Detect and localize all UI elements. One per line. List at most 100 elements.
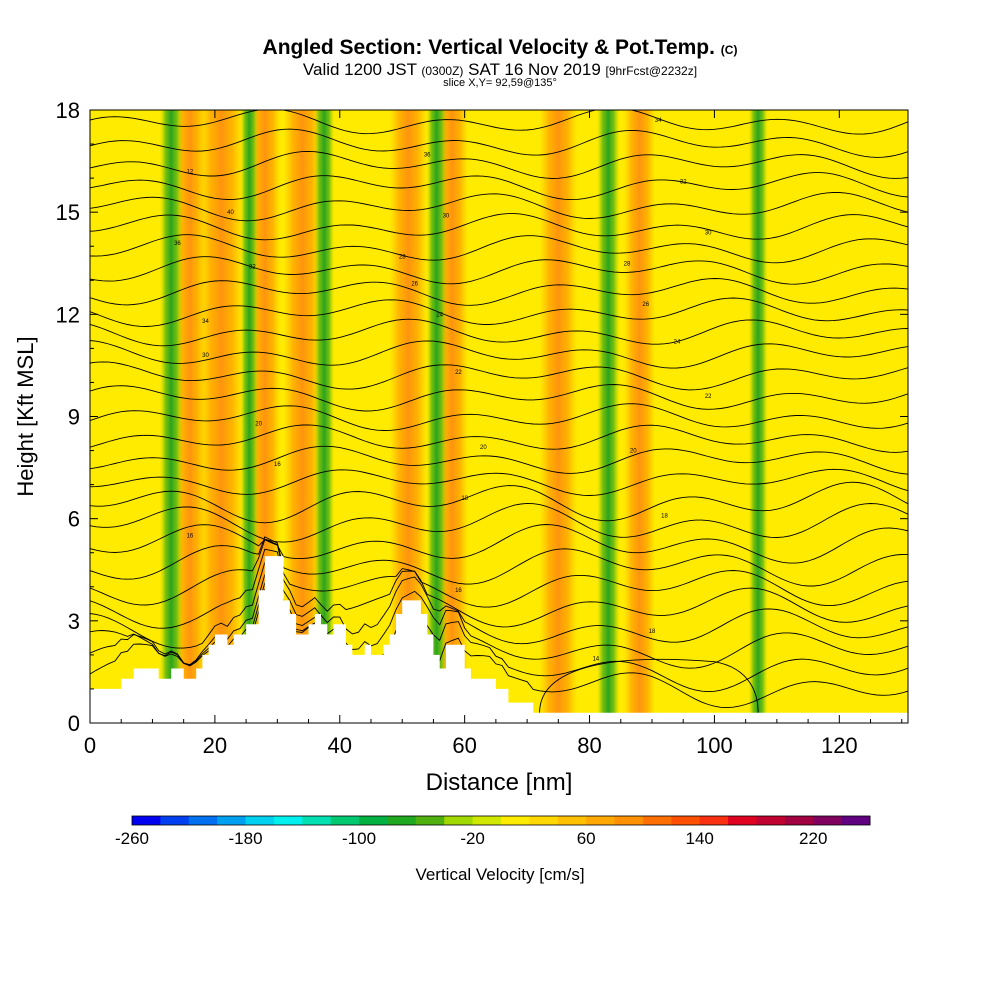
contour-label: 16 <box>274 462 281 468</box>
colorbar-swatch <box>359 816 388 825</box>
isentrope-contour <box>90 128 908 158</box>
x-axis-label: Distance [nm] <box>426 769 573 796</box>
colorbar-tick-label: -260 <box>115 829 149 848</box>
contour-label: 34 <box>202 319 209 325</box>
contour-label: 30 <box>705 231 712 237</box>
colorbar-swatch <box>784 816 814 825</box>
contour-label: 34 <box>655 118 662 124</box>
isentrope-contour <box>90 172 908 201</box>
colorbar-swatch <box>132 816 161 825</box>
x-tick-label: 120 <box>821 733 858 758</box>
colorbar-swatch <box>273 816 303 825</box>
colorbar-swatch <box>529 816 559 825</box>
colorbar-label: Vertical Velocity [cm/s] <box>415 865 584 884</box>
contour-label: 30 <box>202 353 209 359</box>
colorbar-swatch <box>330 816 360 825</box>
y-axis-label: Height [Kft MSL] <box>13 336 38 496</box>
valid-time: Valid 1200 JST <box>302 60 417 79</box>
colorbar-swatch <box>501 816 530 825</box>
colorbar-tick-label: -20 <box>460 829 485 848</box>
isentrope-contour <box>90 468 908 496</box>
isentrope-contour <box>90 297 908 327</box>
contour-label: 30 <box>443 214 450 220</box>
y-tick-label: 15 <box>56 200 80 225</box>
valid-utc: (0300Z) <box>421 64 464 78</box>
isentrope-contour <box>90 234 908 264</box>
contour-label: 28 <box>399 254 406 260</box>
y-tick-label: 9 <box>68 405 80 430</box>
contour-label: 16 <box>187 534 194 540</box>
valid-date: SAT 16 Nov 2019 <box>468 60 601 79</box>
contour-label: 22 <box>705 394 712 400</box>
contour-label: 26 <box>411 282 418 288</box>
colorbar-swatch <box>671 816 701 825</box>
isentrope-contour <box>539 658 759 713</box>
colorbar-swatch <box>472 816 502 825</box>
colorbar-swatch <box>614 816 644 825</box>
colorbar-tick-label: 60 <box>577 829 596 848</box>
colorbar-swatch <box>699 816 729 825</box>
colorbar-swatch <box>841 816 871 825</box>
x-tick-label: 80 <box>577 733 601 758</box>
colorbar: -260 -180 -100 -20 60 140 220 Vertical Velocity… <box>115 815 871 884</box>
y-tick-label: 3 <box>68 609 80 634</box>
chart-title-text: Angled Section: Vertical Velocity & Pot.… <box>262 36 715 59</box>
y-tick-label: 6 <box>68 507 80 532</box>
isentrope-contour <box>90 192 908 222</box>
isentrope-contour <box>90 539 908 608</box>
contour-label: 18 <box>649 629 656 635</box>
colorbar-swatch <box>160 816 190 825</box>
downdraft-band <box>597 110 620 723</box>
downdraft-band <box>748 110 768 723</box>
downdraft-band <box>426 110 447 723</box>
contour-label: 22 <box>455 370 462 376</box>
isentrope-contour <box>90 361 908 391</box>
colorbar-swatch <box>728 816 757 825</box>
isentrope-contour <box>90 424 908 453</box>
isentrope-contour <box>90 524 908 564</box>
colorbar-swatch <box>302 816 332 825</box>
terrain <box>90 556 908 723</box>
contour-label: 24 <box>436 312 443 318</box>
colorbar-tick-label: -180 <box>229 829 263 848</box>
contour-label: 20 <box>255 421 262 427</box>
contour-label: 14 <box>592 656 599 662</box>
colorbar-swatch <box>813 816 843 825</box>
isentrope-contour <box>90 445 908 475</box>
colorbar-swatch <box>245 816 275 825</box>
contour-label: 20 <box>630 449 637 455</box>
slice-info: slice X,Y= 92,59@135° <box>443 77 557 89</box>
isentrope-contour <box>90 548 908 629</box>
isentrope-contour <box>90 150 908 179</box>
colorbar-swatch <box>188 816 218 825</box>
contour-label: 24 <box>674 340 681 346</box>
contour-label: 32 <box>680 180 687 186</box>
isentrope-contour <box>90 278 908 306</box>
chart-title-unit: (C) <box>720 43 738 57</box>
colorbar-swatch <box>387 816 417 825</box>
contour-label: 36 <box>174 241 181 247</box>
contour-label: 18 <box>661 513 668 519</box>
contour-label: 32 <box>249 265 256 271</box>
chart-subtitle: Valid 1200 JST (0300Z) SAT 16 Nov 2019 [… <box>0 60 1000 80</box>
isentrope-contour <box>90 403 908 431</box>
colorbar-tick-label: -100 <box>342 829 376 848</box>
colorbar-frame <box>131 815 871 826</box>
forecast-info: [9hrFcst@2232z] <box>605 64 698 78</box>
contour-label: 18 <box>461 496 468 502</box>
isentrope-contour <box>90 502 908 543</box>
x-tick-label: 0 <box>84 733 96 758</box>
colorbar-tick-label: 220 <box>799 829 827 848</box>
contour-label: 16 <box>455 588 462 594</box>
y-tick-label: 12 <box>56 302 80 327</box>
colorbar-swatch <box>217 816 247 825</box>
contour-label: 28 <box>624 261 631 267</box>
contour-label: 26 <box>642 302 649 308</box>
x-tick-label: 60 <box>452 733 476 758</box>
updraft-band <box>623 110 656 723</box>
isentrope-contour <box>90 213 908 241</box>
plot-area: 12 40 36 32 34 30 20 16 16 36 30 28 26 24 22 20 18 16 34 32… <box>90 110 908 723</box>
x-tick-label: 100 <box>696 733 733 758</box>
isentrope-contour <box>90 318 908 347</box>
